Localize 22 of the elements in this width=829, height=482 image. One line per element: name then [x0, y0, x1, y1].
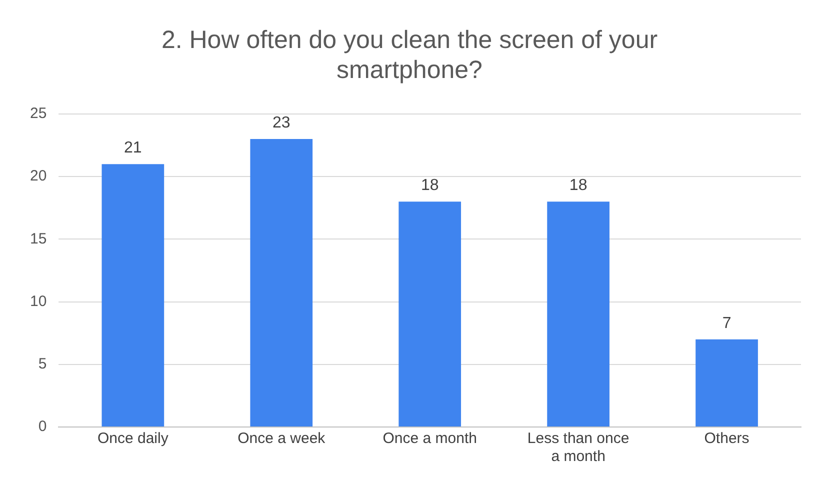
data-label: 23	[272, 114, 290, 132]
bar	[398, 202, 462, 426]
y-tick-label: 15	[30, 230, 47, 248]
bar	[696, 339, 758, 426]
x-tick-label: Once a week	[238, 430, 326, 448]
y-tick-label: 20	[30, 168, 47, 185]
bar	[102, 164, 164, 426]
y-tick-label: 5	[38, 356, 47, 373]
bar	[250, 139, 313, 426]
x-tick-label: Others	[704, 430, 750, 448]
data-label: 18	[569, 177, 588, 194]
data-label: 21	[124, 139, 142, 156]
x-tick-label: Once daily	[97, 430, 169, 448]
chart-title: 2. How often do you clean the screen of your smartphone?	[161, 26, 658, 84]
bar	[547, 202, 610, 426]
y-tick-label: 0	[38, 418, 47, 436]
data-label: 7	[722, 314, 732, 332]
data-label: 18	[420, 177, 439, 194]
x-tick-label: Less than once a month	[527, 430, 630, 466]
y-tick-label: 10	[30, 292, 47, 310]
x-tick-label: Once a month	[382, 430, 477, 448]
y-tick-label: 25	[30, 105, 47, 122]
